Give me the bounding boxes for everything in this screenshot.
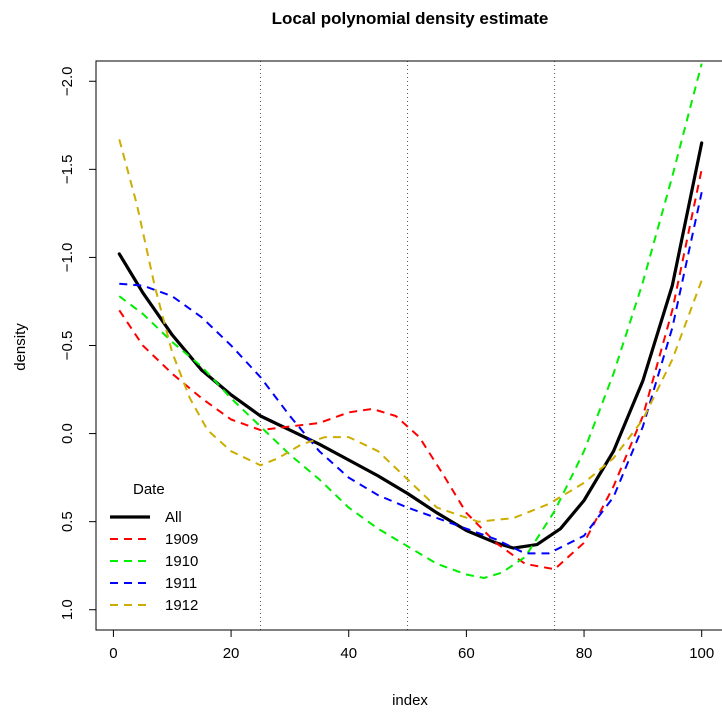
y-tick-label: −2.0	[59, 66, 76, 96]
plot-region	[117, 61, 704, 630]
x-axis: 0 20 40 60 80 100	[109, 629, 714, 662]
series-line-1911	[119, 191, 703, 555]
series-line-1910	[118, 63, 703, 579]
x-axis-label: index	[392, 692, 428, 709]
legend: Date All 1909 1910 1911 1912	[110, 481, 198, 614]
legend-label-1909: 1909	[165, 531, 198, 548]
x-tick-label: 40	[340, 645, 357, 662]
series-line-all	[117, 141, 704, 550]
x-tick-label: 20	[223, 645, 240, 662]
legend-label-1911: 1911	[165, 575, 197, 592]
y-tick-label: −0.5	[59, 331, 76, 361]
x-tick-label: 60	[458, 645, 475, 662]
y-tick-label: 0.5	[59, 511, 76, 532]
y-axis: −2.0 −1.5 −1.0 −0.5 0.0 0.5 1.0	[59, 66, 97, 620]
y-tick-label: −1.0	[59, 243, 76, 273]
legend-label-all: All	[165, 509, 182, 526]
series-line-1912	[118, 139, 703, 523]
x-tick-label: 80	[576, 645, 593, 662]
y-tick-label: 1.0	[59, 599, 76, 620]
x-tick-label: 100	[689, 645, 714, 662]
series-line-1909	[118, 169, 703, 571]
legend-title: Date	[133, 481, 165, 498]
chart-title: Local polynomial density estimate	[272, 9, 549, 28]
y-axis-label: density	[12, 323, 29, 371]
y-tick-label: 0.0	[59, 423, 76, 444]
legend-label-1910: 1910	[165, 553, 198, 570]
x-tick-label: 0	[109, 645, 117, 662]
y-tick-label: −1.5	[59, 154, 76, 184]
legend-label-1912: 1912	[165, 597, 198, 614]
